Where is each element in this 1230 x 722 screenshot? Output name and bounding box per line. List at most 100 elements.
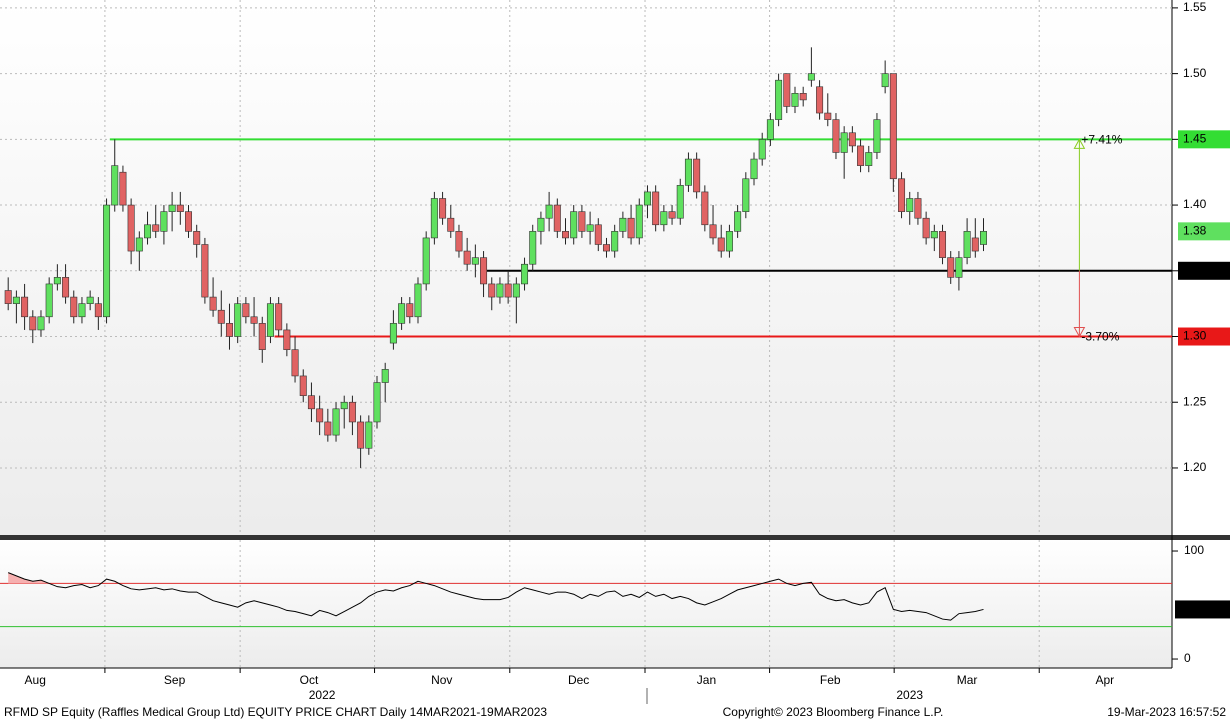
candle-body (480, 257, 488, 285)
annotation-label: +7.41% (1081, 133, 1122, 147)
candle-body (160, 211, 168, 232)
candle-body (930, 231, 938, 239)
candle-body (45, 283, 53, 318)
candle-body (963, 231, 971, 258)
candle-body (488, 283, 496, 298)
candle-body (668, 211, 676, 219)
candle-body (652, 191, 660, 226)
candle-body (127, 204, 135, 252)
candle-body (340, 401, 348, 410)
candle-body (242, 303, 250, 318)
level-tag (1178, 261, 1230, 280)
candle-body (791, 93, 799, 107)
candle-body (602, 244, 610, 252)
x-tick-label: Sep (164, 673, 186, 687)
candle-body (676, 185, 684, 219)
candle-body (545, 204, 553, 219)
candle-body (316, 408, 324, 423)
candle-body (111, 165, 119, 206)
candle-body (693, 158, 701, 193)
candle-body (799, 93, 807, 101)
candle-body (906, 198, 914, 212)
candle-body (947, 257, 955, 278)
candle-body (373, 382, 381, 423)
candle-body (709, 224, 717, 239)
rsi-last-tag (1175, 600, 1230, 619)
candle-body (225, 323, 233, 337)
candle-body (832, 119, 840, 153)
candle-body (209, 296, 217, 311)
candle-body (217, 309, 225, 324)
candle-body (447, 217, 455, 232)
year-label: 2022 (309, 688, 336, 702)
candle-body (185, 211, 193, 232)
year-label: 2023 (896, 688, 923, 702)
candle-body (299, 375, 307, 396)
candle-body (365, 421, 373, 449)
footer-timestamp: 19-Mar-2023 16:57:52 (1107, 705, 1226, 719)
candle-body (758, 139, 766, 160)
candle-body (701, 191, 709, 226)
candle-body (86, 296, 94, 304)
candle-body (307, 395, 315, 410)
candle-body (21, 296, 29, 318)
annotation-label: -3.70% (1081, 330, 1119, 344)
candle-body (53, 277, 61, 285)
candle-body (275, 303, 283, 331)
rsi-tick-label: 0 (1184, 651, 1191, 665)
candle-body (152, 224, 160, 232)
x-tick-label: Aug (25, 673, 46, 687)
candle-body (324, 421, 332, 436)
candle-body (37, 316, 45, 331)
candle-body (807, 73, 815, 81)
candle-body (955, 257, 963, 278)
candle-body (463, 250, 471, 265)
candle-body (611, 231, 619, 252)
candle-body (881, 73, 889, 88)
candle-body (62, 277, 70, 298)
candle-body (553, 204, 561, 232)
level-tag (1178, 327, 1230, 346)
candle-body (734, 211, 742, 232)
x-tick-label: Jan (697, 673, 716, 687)
x-tick-label: Oct (300, 673, 319, 687)
candle-body (94, 303, 102, 318)
candle-body (578, 211, 586, 232)
candle-body (914, 198, 922, 219)
price-panel (0, 0, 1172, 535)
candle-body (266, 303, 274, 337)
candle-body (889, 73, 897, 180)
rsi-tick-label: 100 (1184, 543, 1204, 557)
candle-body (824, 112, 832, 120)
candle-body (529, 231, 537, 265)
candle-body (783, 73, 791, 107)
candle-body (643, 191, 651, 206)
candle-body (258, 323, 266, 350)
level-tag (1178, 130, 1230, 149)
candle-body (971, 237, 979, 252)
candle-body (103, 204, 111, 318)
x-tick-label: Apr (1095, 673, 1114, 687)
candle-body (537, 217, 545, 232)
candle-body (283, 329, 291, 350)
candle-body (29, 316, 37, 331)
candle-body (635, 204, 643, 239)
candle-body (381, 369, 389, 383)
candle-body (775, 79, 783, 120)
level-label: 1.35 (1183, 263, 1207, 277)
candle-body (348, 401, 356, 423)
candle-body (414, 283, 422, 318)
candle-body (840, 132, 848, 153)
x-tick-label: Dec (568, 673, 589, 687)
footer-copyright: Copyright© 2023 Bloomberg Finance L.P. (723, 705, 944, 719)
candle-body (873, 119, 881, 153)
candle-body (455, 231, 463, 252)
candle-body (750, 158, 758, 180)
candle-body (12, 296, 20, 304)
x-tick-label: Mar (957, 673, 978, 687)
rsi-last-label: 45.9073 (1177, 602, 1221, 616)
candle-body (168, 204, 176, 212)
footer-left: RFMD SP Equity (Raffles Medical Group Lt… (4, 705, 547, 719)
candle-body (201, 244, 209, 298)
